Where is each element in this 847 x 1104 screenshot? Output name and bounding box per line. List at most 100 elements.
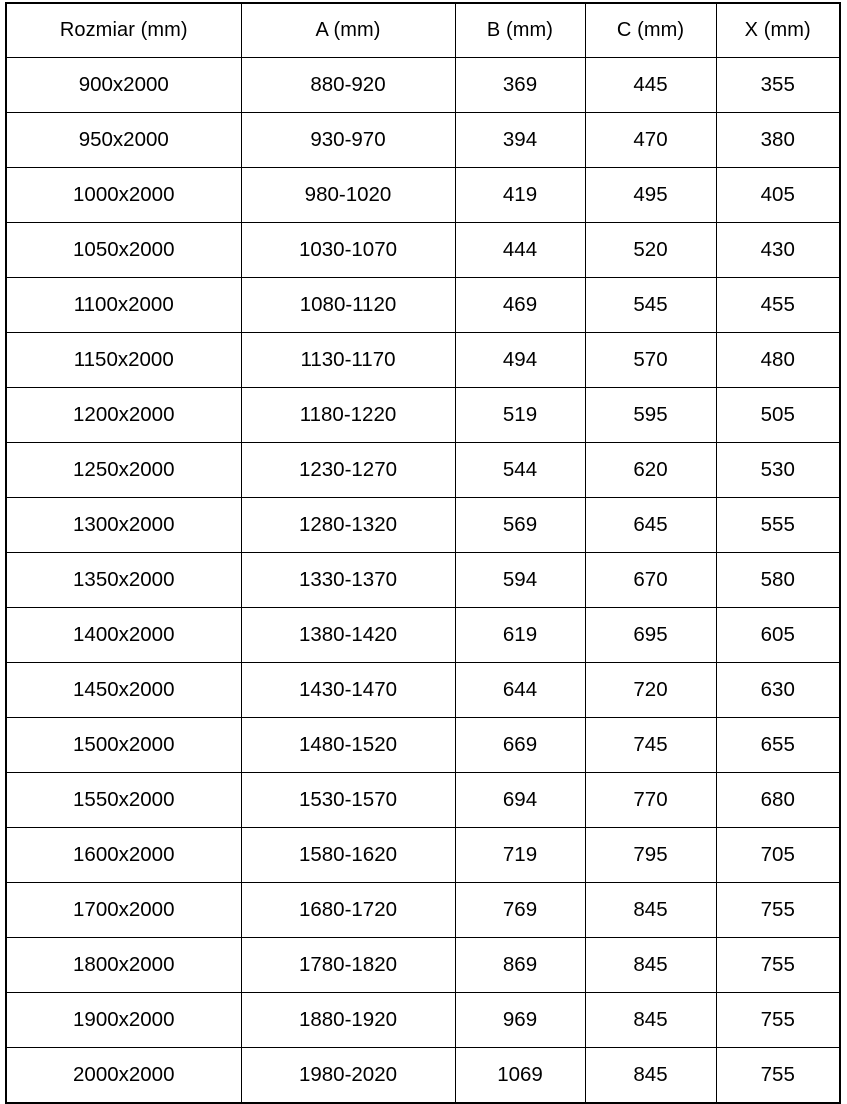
cell-size: 1600x2000: [5, 827, 242, 883]
cell-x: 755: [715, 882, 841, 938]
cell-size: 1000x2000: [5, 167, 242, 223]
cell-c: 470: [584, 112, 717, 168]
cell-c: 670: [584, 552, 717, 608]
cell-b: 869: [454, 937, 586, 993]
cell-b: 569: [454, 497, 586, 553]
cell-size: 1300x2000: [5, 497, 242, 553]
cell-x: 680: [715, 772, 841, 828]
cell-x: 505: [715, 387, 841, 443]
cell-a: 980-1020: [240, 167, 456, 223]
cell-c: 620: [584, 442, 717, 498]
cell-size: 1500x2000: [5, 717, 242, 773]
table-header-row: Rozmiar (mm) A (mm) B (mm) C (mm) X (mm): [5, 2, 841, 58]
cell-c: 770: [584, 772, 717, 828]
cell-b: 719: [454, 827, 586, 883]
cell-b: 669: [454, 717, 586, 773]
cell-b: 469: [454, 277, 586, 333]
cell-c: 595: [584, 387, 717, 443]
table-row: 900x2000 880-920 369 445 355: [5, 57, 841, 113]
cell-b: 594: [454, 552, 586, 608]
cell-size: 2000x2000: [5, 1047, 242, 1104]
table-row: 1200x2000 1180-1220 519 595 505: [5, 387, 841, 443]
cell-b: 394: [454, 112, 586, 168]
cell-a: 1380-1420: [240, 607, 456, 663]
column-header-x: X (mm): [715, 2, 841, 58]
table-row: 1250x2000 1230-1270 544 620 530: [5, 442, 841, 498]
cell-c: 845: [584, 992, 717, 1048]
cell-a: 1680-1720: [240, 882, 456, 938]
column-header-size: Rozmiar (mm): [5, 2, 242, 58]
cell-b: 644: [454, 662, 586, 718]
cell-a: 930-970: [240, 112, 456, 168]
cell-x: 655: [715, 717, 841, 773]
cell-a: 1330-1370: [240, 552, 456, 608]
cell-b: 1069: [454, 1047, 586, 1104]
cell-size: 1700x2000: [5, 882, 242, 938]
cell-a: 1530-1570: [240, 772, 456, 828]
cell-c: 570: [584, 332, 717, 388]
table-row: 1100x2000 1080-1120 469 545 455: [5, 277, 841, 333]
cell-x: 755: [715, 992, 841, 1048]
table-row: 1150x2000 1130-1170 494 570 480: [5, 332, 841, 388]
cell-x: 705: [715, 827, 841, 883]
cell-x: 605: [715, 607, 841, 663]
cell-a: 1580-1620: [240, 827, 456, 883]
cell-size: 1250x2000: [5, 442, 242, 498]
cell-x: 755: [715, 937, 841, 993]
cell-c: 495: [584, 167, 717, 223]
table-row: 1400x2000 1380-1420 619 695 605: [5, 607, 841, 663]
cell-x: 555: [715, 497, 841, 553]
cell-b: 969: [454, 992, 586, 1048]
cell-size: 900x2000: [5, 57, 242, 113]
cell-c: 845: [584, 882, 717, 938]
table-row: 1500x2000 1480-1520 669 745 655: [5, 717, 841, 773]
cell-x: 480: [715, 332, 841, 388]
table-row: 2000x2000 1980-2020 1069 845 755: [5, 1047, 841, 1104]
cell-a: 1880-1920: [240, 992, 456, 1048]
cell-c: 795: [584, 827, 717, 883]
cell-a: 1430-1470: [240, 662, 456, 718]
cell-b: 419: [454, 167, 586, 223]
cell-a: 880-920: [240, 57, 456, 113]
table-row: 950x2000 930-970 394 470 380: [5, 112, 841, 168]
spec-table-container: Rozmiar (mm) A (mm) B (mm) C (mm) X (mm)…: [5, 2, 841, 1104]
table-row: 1600x2000 1580-1620 719 795 705: [5, 827, 841, 883]
cell-x: 630: [715, 662, 841, 718]
cell-x: 380: [715, 112, 841, 168]
cell-size: 1450x2000: [5, 662, 242, 718]
cell-b: 444: [454, 222, 586, 278]
cell-size: 1150x2000: [5, 332, 242, 388]
table-row: 1700x2000 1680-1720 769 845 755: [5, 882, 841, 938]
cell-c: 845: [584, 1047, 717, 1104]
cell-b: 519: [454, 387, 586, 443]
cell-size: 950x2000: [5, 112, 242, 168]
table-row: 1800x2000 1780-1820 869 845 755: [5, 937, 841, 993]
table-row: 1550x2000 1530-1570 694 770 680: [5, 772, 841, 828]
cell-c: 545: [584, 277, 717, 333]
cell-a: 1230-1270: [240, 442, 456, 498]
cell-b: 544: [454, 442, 586, 498]
cell-c: 745: [584, 717, 717, 773]
cell-b: 369: [454, 57, 586, 113]
cell-a: 1080-1120: [240, 277, 456, 333]
cell-c: 720: [584, 662, 717, 718]
size-specification-table: Rozmiar (mm) A (mm) B (mm) C (mm) X (mm)…: [5, 2, 841, 1104]
column-header-b: B (mm): [454, 2, 586, 58]
cell-x: 430: [715, 222, 841, 278]
table-row: 1450x2000 1430-1470 644 720 630: [5, 662, 841, 718]
cell-a: 1280-1320: [240, 497, 456, 553]
cell-a: 1030-1070: [240, 222, 456, 278]
cell-size: 1350x2000: [5, 552, 242, 608]
cell-size: 1200x2000: [5, 387, 242, 443]
cell-b: 694: [454, 772, 586, 828]
table-row: 1900x2000 1880-1920 969 845 755: [5, 992, 841, 1048]
cell-c: 645: [584, 497, 717, 553]
table-row: 1300x2000 1280-1320 569 645 555: [5, 497, 841, 553]
cell-size: 1550x2000: [5, 772, 242, 828]
cell-b: 619: [454, 607, 586, 663]
cell-c: 845: [584, 937, 717, 993]
table-row: 1050x2000 1030-1070 444 520 430: [5, 222, 841, 278]
cell-a: 1130-1170: [240, 332, 456, 388]
cell-size: 1100x2000: [5, 277, 242, 333]
table-body: 900x2000 880-920 369 445 355 950x2000 930-970 3…: [5, 57, 841, 1104]
